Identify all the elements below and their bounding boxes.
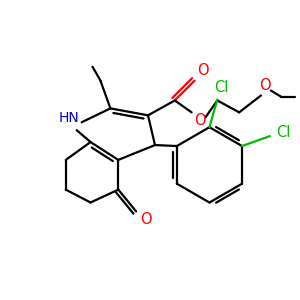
Text: O: O <box>194 113 205 128</box>
Text: Cl: Cl <box>277 125 291 140</box>
Text: Cl: Cl <box>214 80 229 95</box>
Text: O: O <box>259 78 271 93</box>
Text: HN: HN <box>58 111 79 125</box>
Text: O: O <box>197 63 208 78</box>
Text: O: O <box>140 212 152 227</box>
